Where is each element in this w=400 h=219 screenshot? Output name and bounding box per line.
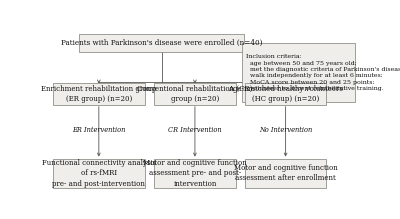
Text: Inclusion criteria:
  age between 50 and 75 years old;
  met the diagnostic crit: Inclusion criteria: age between 50 and 7…	[246, 54, 400, 91]
Text: Motor and cognitive function
assessment after enrollment: Motor and cognitive function assessment …	[234, 164, 338, 182]
Text: Enrichment rehabilitation group
(ER group) (n=20): Enrichment rehabilitation group (ER grou…	[41, 85, 156, 103]
FancyBboxPatch shape	[154, 159, 236, 188]
FancyBboxPatch shape	[245, 83, 326, 105]
Text: No Intervention: No Intervention	[259, 126, 312, 134]
FancyBboxPatch shape	[242, 43, 355, 102]
Text: CR Intervention: CR Intervention	[168, 126, 222, 134]
FancyBboxPatch shape	[80, 34, 244, 52]
Text: Age-matched healthy volunteers
(HC group) (n=20): Age-matched healthy volunteers (HC group…	[228, 85, 343, 103]
FancyBboxPatch shape	[245, 159, 326, 188]
FancyBboxPatch shape	[53, 83, 144, 105]
Text: Conventional rehabilitation (CR)
group (n=20): Conventional rehabilitation (CR) group (…	[137, 85, 253, 103]
Text: ER Intervention: ER Intervention	[72, 126, 126, 134]
Text: Motor and cognitive function
assessment pre- and post-
intervention: Motor and cognitive function assessment …	[143, 159, 247, 187]
Text: Patients with Parkinson's disease were enrolled (n=40): Patients with Parkinson's disease were e…	[61, 39, 262, 47]
FancyBboxPatch shape	[53, 159, 144, 188]
Text: Functional connectivity analysis
of rs-fMRI
pre- and post-intervention: Functional connectivity analysis of rs-f…	[42, 159, 156, 187]
FancyBboxPatch shape	[154, 83, 236, 105]
